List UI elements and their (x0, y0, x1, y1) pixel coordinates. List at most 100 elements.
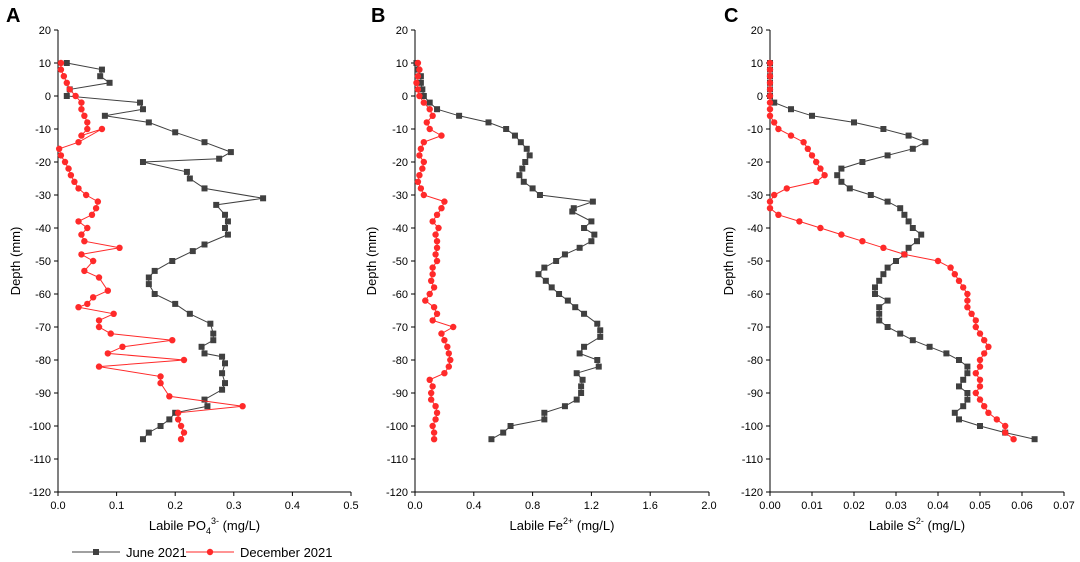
series-june-2021 (767, 60, 1038, 443)
y-tick-label: 10 (396, 58, 408, 70)
data-point (993, 416, 1000, 423)
data-point (420, 139, 428, 146)
y-tick-label: -80 (747, 355, 763, 367)
data-point (420, 191, 428, 199)
data-point (485, 119, 492, 126)
data-point (139, 436, 146, 443)
data-point (876, 317, 883, 324)
y-tick-label: -60 (747, 289, 763, 301)
data-point (541, 264, 548, 271)
data-point (884, 297, 891, 304)
data-point (432, 251, 439, 258)
legend-marker (206, 548, 214, 556)
legend-item-december-2021: December 2021 (186, 545, 333, 560)
data-point (166, 393, 173, 400)
data-point (219, 386, 226, 393)
data-point (216, 155, 223, 162)
data-point (92, 205, 100, 212)
data-point (66, 86, 73, 93)
data-point (573, 396, 580, 403)
series-line (769, 63, 1035, 440)
data-point (909, 337, 916, 344)
panel-c: C 20 10 0 -10 -20 -30 -40 -50 -60 -70 -80 -90 -100 -11… (721, 5, 1075, 533)
data-point (420, 93, 427, 99)
data-point (588, 218, 595, 225)
data-point (433, 244, 441, 251)
y-tick-label: -100 (29, 421, 51, 433)
data-point (1031, 436, 1038, 443)
data-point (157, 423, 164, 429)
data-point (813, 158, 820, 166)
data-point (766, 112, 774, 120)
data-point (529, 185, 536, 192)
data-point (95, 323, 103, 331)
data-point (104, 350, 112, 357)
x-axis-title: Labile PO43- (mg/L) (149, 516, 260, 536)
y-tick-label: 10 (39, 58, 51, 70)
x-tick-label: 0.2 (168, 500, 183, 512)
data-point (955, 277, 963, 284)
data-point (444, 343, 451, 350)
data-point (972, 389, 979, 397)
data-point (591, 231, 598, 238)
data-point (968, 310, 975, 317)
x-tick-label: 0.04 (927, 500, 948, 512)
data-point (157, 373, 164, 380)
data-point (964, 370, 971, 377)
data-point (222, 360, 229, 367)
data-point (766, 205, 774, 212)
data-point (851, 119, 857, 126)
data-point (572, 304, 579, 311)
data-point (517, 139, 524, 146)
series-december-2021 (413, 59, 457, 443)
data-point (55, 145, 63, 152)
x-tick-label: 1.2 (584, 500, 599, 512)
data-point (137, 99, 144, 106)
panel-b: B 20 10 0 -10 -20 -30 -40 -50 -60 -70 -80 -90 -100 -11… (364, 5, 717, 533)
data-point (98, 66, 105, 73)
data-point (435, 224, 442, 232)
data-point (972, 317, 979, 324)
data-point (430, 284, 438, 291)
x-tick-label: 0.02 (843, 500, 864, 512)
data-point (219, 370, 226, 377)
data-point (57, 152, 65, 159)
data-point (771, 191, 778, 199)
data-point (84, 300, 91, 308)
data-point (564, 297, 571, 304)
data-point (420, 99, 428, 106)
data-point (72, 92, 79, 100)
data-point (573, 370, 580, 377)
data-point (536, 192, 543, 198)
data-point (964, 297, 971, 304)
data-point (84, 224, 91, 232)
data-point (951, 409, 958, 416)
x-tick-label: 0.4 (466, 500, 481, 512)
data-point (145, 119, 152, 126)
data-point (420, 158, 428, 166)
data-point (964, 390, 971, 396)
data-point (201, 139, 208, 146)
y-tick-label: -30 (747, 190, 763, 202)
data-point (95, 363, 103, 370)
data-point (57, 59, 65, 67)
y-tick-label: 20 (751, 25, 763, 37)
data-point (597, 327, 604, 334)
data-point (75, 304, 82, 311)
series-june-2021 (413, 60, 604, 443)
data-point (914, 238, 920, 245)
data-point (438, 132, 445, 139)
x-tick-label: 0.5 (343, 500, 358, 512)
data-point (186, 175, 193, 182)
y-tick-label: -10 (35, 124, 51, 136)
y-tick-label: -120 (386, 487, 408, 499)
data-point (488, 436, 495, 443)
data-point (972, 323, 979, 331)
data-point (174, 416, 182, 423)
data-point (579, 376, 586, 383)
data-point (838, 165, 845, 172)
data-point (901, 211, 908, 218)
data-point (876, 310, 883, 317)
data-point (771, 119, 778, 126)
data-point (817, 165, 824, 172)
